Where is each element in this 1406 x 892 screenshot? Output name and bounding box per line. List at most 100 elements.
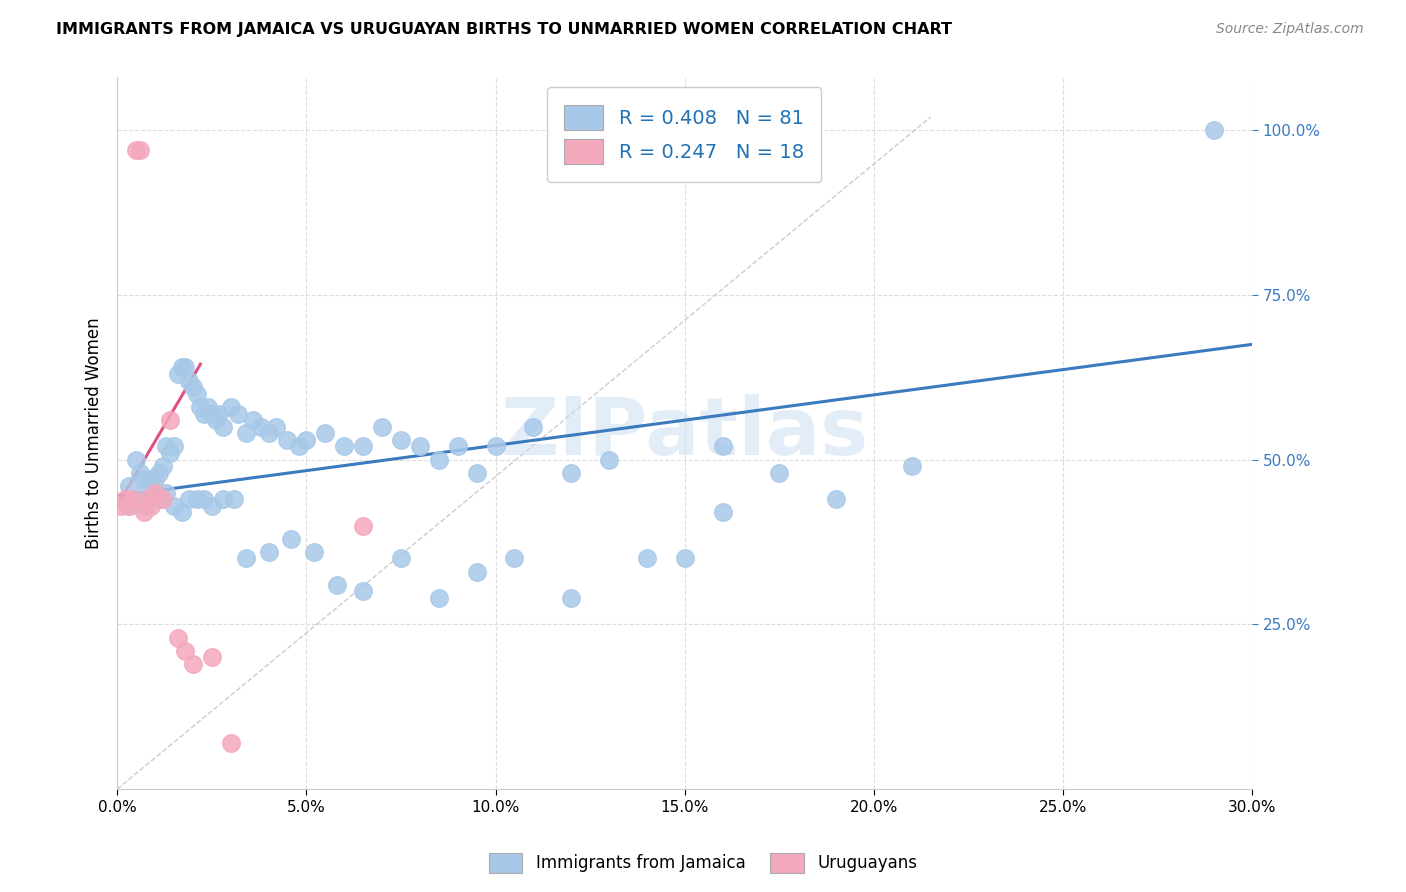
- Point: [128, 466, 150, 480]
- Legend: Immigrants from Jamaica, Uruguayans: Immigrants from Jamaica, Uruguayans: [482, 847, 924, 880]
- Point: [174, 360, 197, 375]
- Point: [201, 499, 224, 513]
- Point: [155, 440, 177, 454]
- Point: [484, 440, 506, 454]
- Point: [352, 440, 374, 454]
- Point: [276, 433, 298, 447]
- Point: [117, 499, 139, 513]
- Point: [325, 578, 347, 592]
- Point: [143, 485, 166, 500]
- Y-axis label: Births to Unmarried Women: Births to Unmarried Women: [86, 318, 103, 549]
- Point: [212, 419, 235, 434]
- Point: [141, 499, 163, 513]
- Point: [288, 440, 311, 454]
- Point: [148, 492, 170, 507]
- Point: [465, 466, 488, 480]
- Point: [141, 492, 163, 507]
- Point: [825, 492, 848, 507]
- Point: [352, 518, 374, 533]
- Point: [177, 492, 200, 507]
- Text: Source: ZipAtlas.com: Source: ZipAtlas.com: [1216, 22, 1364, 37]
- Point: [174, 644, 197, 658]
- Point: [166, 631, 188, 645]
- Point: [186, 386, 208, 401]
- Point: [371, 419, 394, 434]
- Point: [117, 499, 139, 513]
- Point: [465, 565, 488, 579]
- Point: [190, 400, 212, 414]
- Point: [352, 584, 374, 599]
- Point: [181, 657, 204, 671]
- Point: [197, 400, 219, 414]
- Point: [163, 440, 186, 454]
- Point: [159, 413, 181, 427]
- Point: [900, 459, 922, 474]
- Point: [143, 472, 166, 486]
- Point: [110, 499, 132, 513]
- Point: [125, 452, 148, 467]
- Point: [427, 452, 450, 467]
- Text: ZIPatlas: ZIPatlas: [501, 394, 869, 472]
- Point: [152, 492, 174, 507]
- Point: [711, 505, 734, 519]
- Point: [409, 440, 432, 454]
- Point: [177, 374, 200, 388]
- Point: [711, 440, 734, 454]
- Text: IMMIGRANTS FROM JAMAICA VS URUGUAYAN BIRTHS TO UNMARRIED WOMEN CORRELATION CHART: IMMIGRANTS FROM JAMAICA VS URUGUAYAN BIR…: [56, 22, 952, 37]
- Point: [114, 492, 136, 507]
- Point: [141, 472, 163, 486]
- Point: [136, 492, 159, 507]
- Point: [257, 545, 280, 559]
- Point: [224, 492, 246, 507]
- Point: [208, 407, 231, 421]
- Point: [560, 466, 582, 480]
- Legend: R = 0.408   N = 81, R = 0.247   N = 18: R = 0.408 N = 81, R = 0.247 N = 18: [547, 87, 821, 182]
- Point: [560, 591, 582, 605]
- Point: [219, 736, 242, 750]
- Point: [235, 426, 257, 441]
- Point: [389, 551, 412, 566]
- Point: [159, 446, 181, 460]
- Point: [522, 419, 544, 434]
- Point: [333, 440, 356, 454]
- Point: [314, 426, 336, 441]
- Point: [128, 143, 150, 157]
- Point: [235, 551, 257, 566]
- Point: [295, 433, 318, 447]
- Point: [201, 407, 224, 421]
- Point: [219, 400, 242, 414]
- Point: [132, 505, 155, 519]
- Point: [201, 650, 224, 665]
- Point: [163, 499, 186, 513]
- Point: [132, 472, 155, 486]
- Point: [598, 452, 620, 467]
- Point: [166, 367, 188, 381]
- Point: [136, 479, 159, 493]
- Point: [193, 407, 215, 421]
- Point: [181, 380, 204, 394]
- Point: [264, 419, 287, 434]
- Point: [503, 551, 526, 566]
- Point: [427, 591, 450, 605]
- Point: [121, 492, 143, 507]
- Point: [125, 143, 148, 157]
- Point: [170, 360, 193, 375]
- Point: [193, 492, 215, 507]
- Point: [152, 459, 174, 474]
- Point: [1204, 123, 1226, 137]
- Point: [447, 440, 470, 454]
- Point: [117, 479, 139, 493]
- Point: [257, 426, 280, 441]
- Point: [212, 492, 235, 507]
- Point: [132, 499, 155, 513]
- Point: [125, 492, 148, 507]
- Point: [148, 466, 170, 480]
- Point: [226, 407, 249, 421]
- Point: [242, 413, 264, 427]
- Point: [186, 492, 208, 507]
- Point: [170, 505, 193, 519]
- Point: [636, 551, 658, 566]
- Point: [302, 545, 325, 559]
- Point: [280, 532, 302, 546]
- Point: [250, 419, 273, 434]
